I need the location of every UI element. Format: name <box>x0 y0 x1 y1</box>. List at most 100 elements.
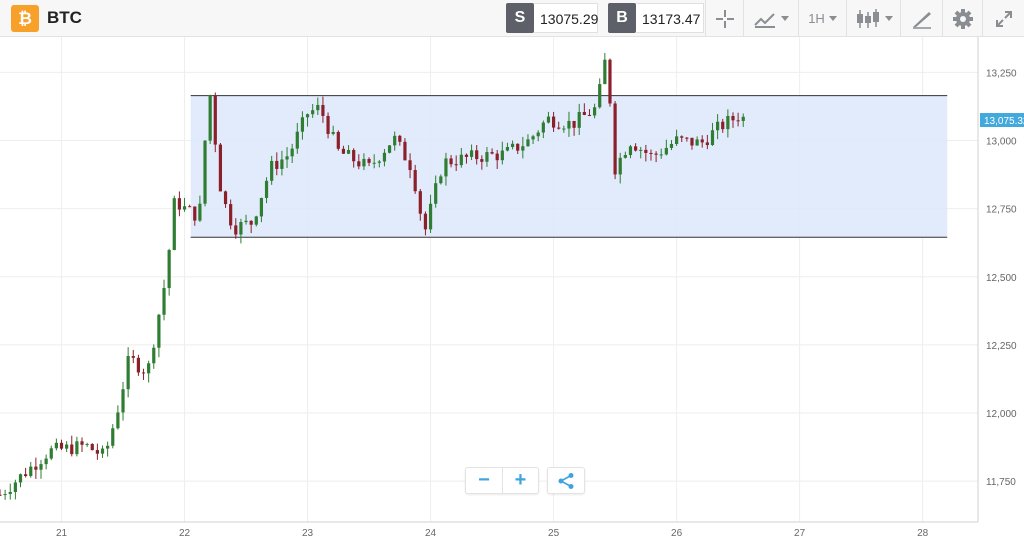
candle <box>357 154 361 170</box>
draw-tool-button[interactable] <box>900 0 942 37</box>
candle <box>316 97 320 115</box>
y-tick-label: 11,750 <box>986 477 1016 488</box>
candle-body <box>521 146 525 151</box>
candle <box>239 218 243 244</box>
candle-body <box>434 183 438 204</box>
share-button[interactable] <box>548 468 584 493</box>
candle <box>480 155 484 170</box>
candle <box>444 152 448 186</box>
candle-body <box>680 136 684 138</box>
candle-body <box>100 448 105 454</box>
chart-axes: 11,750 12,000 12,250 12,500 12,750 13,000 13,2… <box>0 37 1024 539</box>
candle-body <box>598 84 602 108</box>
candle <box>295 122 299 154</box>
candle-body <box>690 137 694 146</box>
candle-body <box>495 153 499 161</box>
candle-body <box>505 147 510 151</box>
candle <box>587 109 592 117</box>
candle-body <box>490 152 494 154</box>
fullscreen-button[interactable] <box>982 0 1024 37</box>
candle-body <box>685 137 689 139</box>
settings-button[interactable] <box>942 0 982 37</box>
candle <box>182 197 187 212</box>
candle <box>710 122 715 146</box>
candle-body <box>444 158 448 177</box>
candle-body <box>639 149 643 151</box>
candle <box>44 454 48 470</box>
candle-body <box>541 122 545 133</box>
candle-body <box>264 180 269 198</box>
candle <box>592 103 597 119</box>
candle <box>8 483 12 500</box>
candle-body <box>131 356 135 358</box>
zoom-in-button[interactable]: + <box>502 468 538 493</box>
candle-body <box>75 441 79 455</box>
candle-body <box>531 136 535 140</box>
candle-body <box>316 104 320 111</box>
price-chart[interactable]: 11,750 12,000 12,250 12,500 12,750 13,000 13,2… <box>0 37 1024 549</box>
candle-body <box>295 131 299 149</box>
candle-body <box>731 115 735 121</box>
candle <box>106 441 110 457</box>
candle <box>434 175 438 208</box>
bitcoin-icon: ₿ <box>11 5 39 32</box>
candle-body <box>239 222 243 235</box>
sell-price-button[interactable]: S 13075.29 <box>506 3 598 33</box>
candle-body <box>54 442 58 449</box>
candle <box>546 111 551 124</box>
candle <box>234 218 238 239</box>
candle <box>551 111 556 132</box>
candle <box>567 111 571 137</box>
chart-type-button[interactable] <box>743 0 798 37</box>
zoom-out-button[interactable]: − <box>478 469 490 491</box>
candle <box>3 489 7 500</box>
candlestick-icon <box>856 8 879 28</box>
candle-body <box>372 162 376 164</box>
candle-body <box>85 444 89 446</box>
candle-body <box>449 158 453 165</box>
candle-body <box>500 150 504 161</box>
candle-body <box>546 116 551 123</box>
candle <box>193 206 197 226</box>
candle <box>85 442 89 447</box>
candlestick-style-button[interactable] <box>846 0 900 37</box>
candle <box>510 140 515 150</box>
crosshair-button[interactable] <box>705 0 743 37</box>
chart-canvas[interactable]: 11,750 12,000 12,250 12,500 12,750 13,000 13,2… <box>0 37 1024 549</box>
candle <box>305 113 310 127</box>
candle <box>582 103 586 116</box>
candle <box>249 220 253 234</box>
candle-body <box>649 152 653 154</box>
candle-body <box>193 206 197 221</box>
candle-body <box>280 159 284 169</box>
candle-body <box>59 442 64 449</box>
candle <box>111 424 115 449</box>
candle-body <box>510 143 515 148</box>
sell-badge: S <box>506 3 534 33</box>
candle <box>664 139 668 156</box>
candle-body <box>741 116 745 121</box>
candle-body <box>290 148 294 157</box>
candle <box>613 101 617 180</box>
candle-body <box>700 139 704 143</box>
candle-body <box>234 225 238 235</box>
candle <box>34 457 38 479</box>
candle-body <box>408 160 412 171</box>
candle <box>393 131 397 151</box>
buy-price-button[interactable]: B 13173.47 <box>608 3 704 33</box>
candle <box>331 125 335 136</box>
candle <box>264 177 269 204</box>
candle <box>562 125 566 133</box>
candle-body <box>536 132 540 137</box>
candle-body <box>398 135 402 142</box>
candle-body <box>203 140 207 204</box>
candle <box>700 135 704 148</box>
candle <box>172 195 176 251</box>
candle <box>213 92 217 153</box>
candle-body <box>188 206 192 208</box>
candle <box>423 211 428 236</box>
candle-body <box>587 114 592 116</box>
candle <box>300 111 305 140</box>
interval-select[interactable]: 1H <box>798 0 846 37</box>
candle-body <box>562 128 566 130</box>
